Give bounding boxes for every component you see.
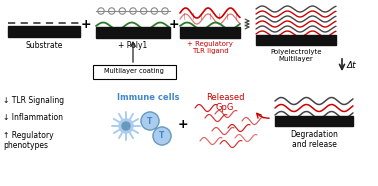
Text: Substrate: Substrate [25, 41, 63, 50]
Bar [275, 116, 353, 126]
Text: T: T [147, 116, 153, 126]
Text: Released
GpG: Released GpG [206, 93, 244, 112]
Text: + Poly1: + Poly1 [118, 41, 148, 50]
Bar [8, 26, 80, 37]
Text: + Regulatory
TLR ligand: + Regulatory TLR ligand [187, 41, 233, 54]
Bar [256, 35, 336, 45]
Text: +: + [81, 17, 91, 31]
Text: +: + [169, 17, 179, 31]
Text: Immune cells: Immune cells [117, 93, 179, 102]
Text: Δt: Δt [347, 60, 356, 70]
Text: ↓ TLR Signaling: ↓ TLR Signaling [3, 96, 64, 105]
Text: Degradation
and release: Degradation and release [290, 130, 338, 149]
Circle shape [122, 122, 130, 130]
FancyBboxPatch shape [93, 65, 175, 78]
Bar [180, 27, 240, 38]
Text: +: + [178, 118, 188, 131]
Circle shape [153, 127, 171, 145]
Text: ↑ Regulatory
phenotypes: ↑ Regulatory phenotypes [3, 131, 54, 150]
Circle shape [119, 119, 133, 133]
Bar [96, 27, 170, 38]
Text: Multilayer coating: Multilayer coating [104, 68, 164, 75]
Text: T: T [159, 132, 165, 140]
Circle shape [141, 112, 159, 130]
Text: Polyelectrolyte
Multilayer: Polyelectrolyte Multilayer [270, 49, 322, 62]
Text: ↓ Inflammation: ↓ Inflammation [3, 113, 63, 122]
